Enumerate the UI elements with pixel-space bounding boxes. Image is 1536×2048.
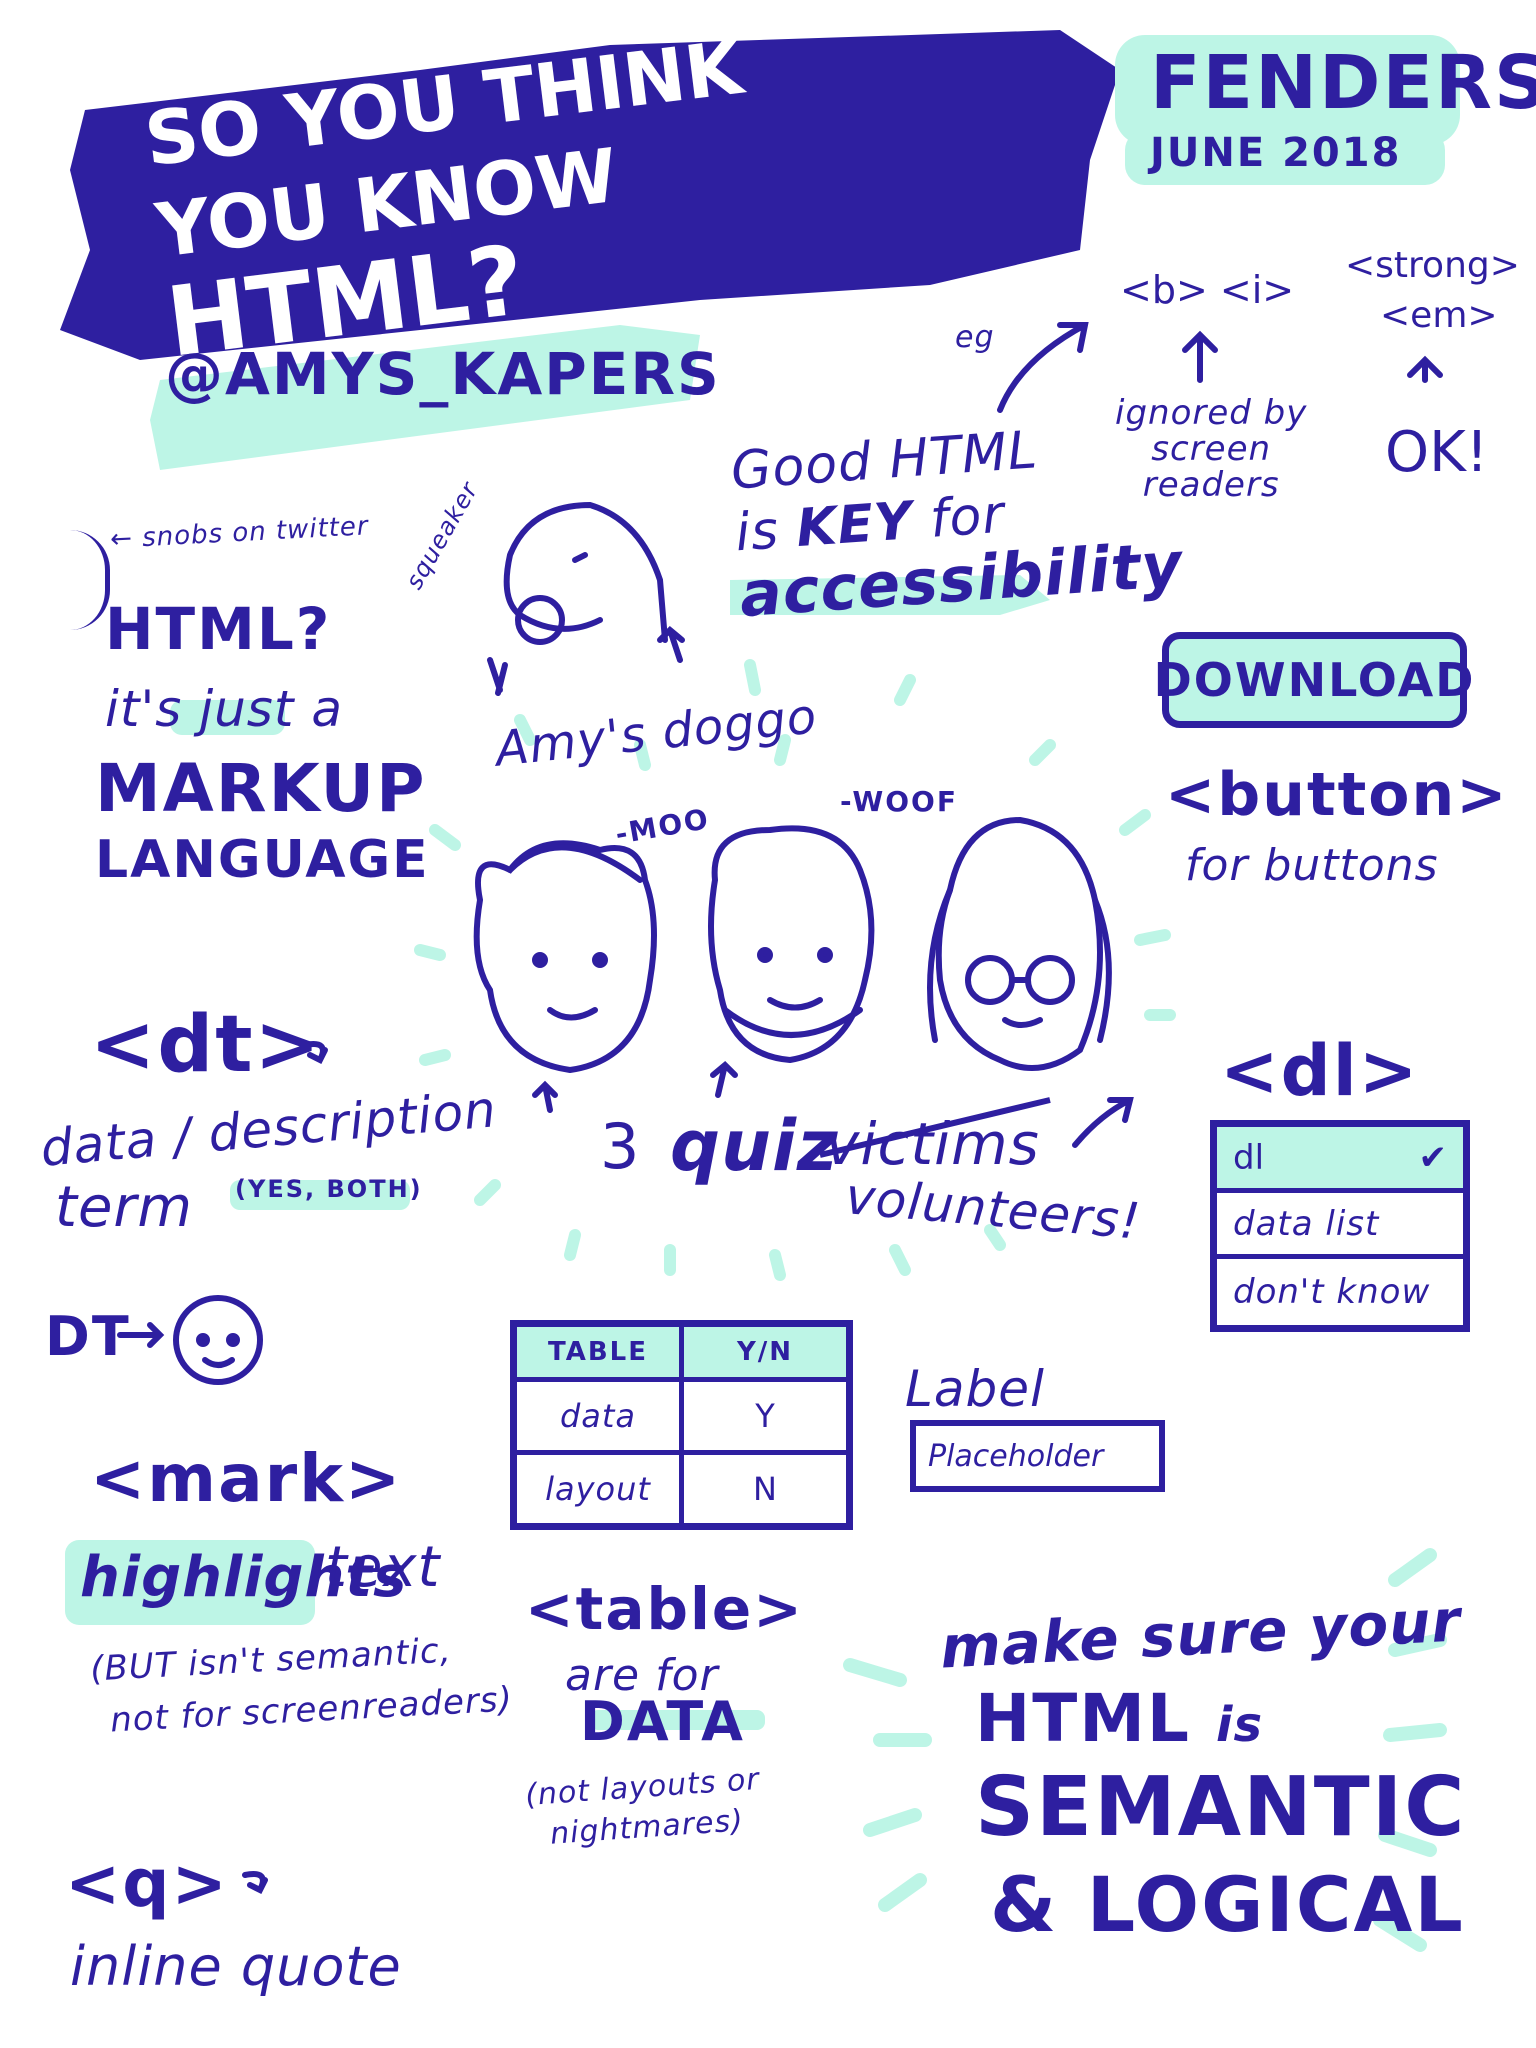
accessibility-highlight xyxy=(730,575,1050,615)
snobs-line-1: it's just a xyxy=(105,680,343,738)
snobs-markup: MARKUP xyxy=(95,750,427,827)
table-header-row: TABLE Y/N xyxy=(511,1321,852,1382)
table-row: data Y xyxy=(511,1377,852,1455)
table-header: Y/N xyxy=(679,1321,852,1382)
event-name: FENDERS xyxy=(1150,40,1536,126)
table-cell: data xyxy=(511,1377,684,1455)
event-date: JUNE 2018 xyxy=(1150,130,1402,176)
button-tag: <button> xyxy=(1165,760,1509,830)
face-glasses xyxy=(927,816,1112,1071)
face-dt xyxy=(173,1295,263,1385)
table-line-1: are for xyxy=(565,1650,719,1701)
author-handle: @AMYS_KAPERS xyxy=(165,340,721,408)
quiz-table: TABLE Y/N data Y layout N xyxy=(510,1320,853,1530)
dt-note: (YES, BOTH) xyxy=(235,1175,423,1203)
check-icon: ✔ xyxy=(1418,1137,1448,1178)
q-caption: inline quote xyxy=(70,1935,402,1998)
b-i-tags: <b> <i> xyxy=(1120,268,1295,312)
woof-label: -WOOF xyxy=(840,785,958,818)
table-header: TABLE xyxy=(511,1321,684,1382)
snobs-language: LANGUAGE xyxy=(95,830,430,890)
mark-tag: <mark> xyxy=(90,1440,403,1517)
eg-label: eg xyxy=(955,320,995,355)
face-moo xyxy=(473,840,657,1074)
placeholder-input[interactable] xyxy=(910,1420,1165,1492)
victims-word: victims xyxy=(825,1110,1040,1178)
closing-line-4: & LOGICAL xyxy=(990,1860,1465,1949)
dl-tag: <dl> xyxy=(1220,1030,1420,1112)
snob-face-icon xyxy=(45,530,110,630)
just-highlight xyxy=(170,700,285,735)
accessibility-note: Good HTML is KEY for accessibility xyxy=(729,420,1185,632)
title-banner-shape xyxy=(60,30,1120,360)
dt-tag: <dt> xyxy=(90,1000,322,1090)
strong-tag: <strong> xyxy=(1345,245,1520,286)
face-woof xyxy=(708,825,875,1064)
dl-option[interactable]: don't know xyxy=(1233,1272,1431,1312)
data-highlight xyxy=(590,1710,765,1730)
snobs-question: HTML? xyxy=(105,595,332,663)
dl-select-list[interactable]: dl ✔ data list don't know xyxy=(1210,1120,1470,1332)
dt-person-label: DT xyxy=(45,1305,131,1368)
table-cell: N xyxy=(679,1450,852,1529)
quiz-count: 3 xyxy=(600,1110,640,1183)
burst-dashes xyxy=(414,659,1176,1281)
mark-highlight xyxy=(65,1540,315,1625)
quiz-word: quiz xyxy=(670,1105,839,1187)
ok-label: OK! xyxy=(1385,420,1489,485)
download-button[interactable]: DOWNLOAD xyxy=(1154,632,1473,728)
mark-text-word: text xyxy=(325,1535,441,1600)
yes-both-highlight xyxy=(230,1180,410,1210)
dl-option-selected[interactable]: dl ✔ xyxy=(1217,1127,1463,1193)
q-tag: <q> xyxy=(65,1845,229,1922)
table-row: layout N xyxy=(511,1450,852,1529)
arrows xyxy=(117,322,1443,1895)
closing-line-3: SEMANTIC xyxy=(975,1760,1467,1855)
closing-dashes xyxy=(843,1548,1447,1952)
closing-line-2: HTML is xyxy=(975,1680,1264,1757)
dl-option[interactable]: data list xyxy=(1217,1193,1463,1259)
mark-highlight-word: highlights xyxy=(80,1545,408,1610)
table-tag: <table> xyxy=(525,1575,804,1643)
table-line-2: DATA xyxy=(580,1690,745,1753)
table-cell: layout xyxy=(511,1450,684,1529)
victims-strike xyxy=(819,1097,1051,1158)
table-cell: Y xyxy=(679,1377,852,1455)
dt-line-2: term xyxy=(55,1175,193,1240)
button-caption: for buttons xyxy=(1185,840,1439,891)
form-label: Label xyxy=(905,1360,1045,1418)
date-highlight xyxy=(1125,130,1445,185)
handle-highlight xyxy=(150,325,700,470)
ignored-note: ignored by screen readers xyxy=(1115,393,1308,505)
dog-drawing xyxy=(503,501,668,645)
event-highlight xyxy=(1115,35,1460,145)
em-tag: <em> xyxy=(1380,295,1498,336)
